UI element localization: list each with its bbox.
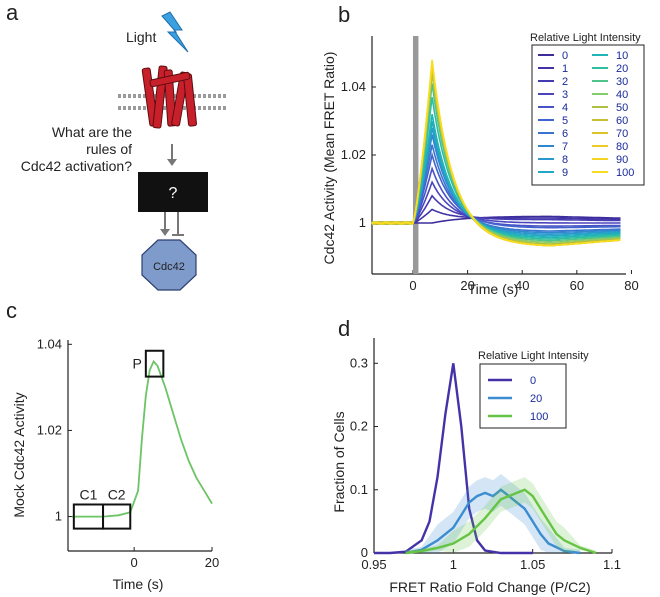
panel-c-y-tick-label: 1 — [55, 509, 62, 524]
panel-d-y-tick-label: 0 — [361, 545, 368, 560]
panel-b-legend-title: Relative Light Intensity — [530, 32, 641, 44]
octagon-icon — [141, 239, 197, 291]
panel-d-legend: 0 20 100 — [488, 375, 548, 423]
panel-letter-a: a — [6, 0, 19, 25]
panel-c-plot: 0 20 1 1.02 1.04 C1 C2 P — [37, 336, 220, 570]
panel-c-window-label: P — [132, 356, 141, 372]
panel-d-legend-box — [479, 363, 567, 429]
panel-letter-b: b — [338, 2, 350, 27]
panel-b-legend-label: 60 — [616, 115, 628, 127]
panel-d-x-tick-label: 1.05 — [520, 557, 545, 572]
panel-b-legend-label: 80 — [616, 141, 628, 153]
panel-d-y-axis-label: Fraction of Cells — [331, 411, 347, 512]
panel-b-series-line — [371, 194, 621, 225]
inhibition-arrow — [172, 212, 184, 236]
panel-c-y-tick-label: 1.04 — [37, 336, 62, 351]
panel-b-legend-label: 0 — [562, 50, 568, 62]
unknown-box-label: ? — [169, 185, 178, 202]
panel-b-legend-label: 1 — [562, 63, 568, 75]
panel-c-x-tick-label: 0 — [131, 555, 138, 570]
panel-b-legend-label: 5 — [562, 115, 568, 127]
panel-c-series-line — [71, 359, 213, 518]
unknown-box — [138, 172, 208, 212]
panel-b-legend-label: 20 — [616, 63, 628, 75]
panel-c-x-axis-label: Time (s) — [113, 576, 164, 592]
panel-d-legend-label: 0 — [530, 375, 536, 387]
panel-c-y-tick-label: 1.02 — [37, 422, 62, 437]
panel-b-y-tick-label: 1.02 — [341, 147, 366, 162]
panel-b-legend-label: 40 — [616, 89, 628, 101]
panel-b-x-tick-label: 60 — [570, 278, 584, 293]
question-line-2: rules of — [86, 141, 132, 157]
panel-b-legend-label: 100 — [616, 167, 634, 179]
panel-b-legend-label: 90 — [616, 154, 628, 166]
panel-d-x-axis-label: FRET Ratio Fold Change (P/C2) — [389, 579, 590, 595]
panel-b-legend-label: 2 — [562, 76, 568, 88]
panel-d-series-band — [405, 477, 597, 553]
panel-d-y-tick-label: 0.1 — [350, 482, 368, 497]
panel-b-y-tick-label: 1 — [359, 215, 366, 230]
panel-b-legend-label: 9 — [562, 167, 568, 179]
panel-c-window-label: C2 — [108, 486, 126, 502]
panel-a: a Light What are the rules of Cdc42 acti… — [6, 0, 228, 291]
panel-b-legend-label: 6 — [562, 128, 568, 140]
panel-b-legend-label: 7 — [562, 141, 568, 153]
panel-d-legend-title: Relative Light Intensity — [478, 350, 589, 362]
panel-letter-d: d — [338, 316, 350, 341]
panel-c-x-tick-label: 20 — [205, 555, 219, 570]
panel-c-window-label: C1 — [79, 486, 97, 502]
panel-letter-c: c — [6, 298, 17, 323]
panel-d-series-band — [405, 474, 581, 553]
panel-b-legend-label: 70 — [616, 128, 628, 140]
panel-d-series-line — [374, 363, 533, 555]
panel-b-x-tick-label: 40 — [515, 278, 529, 293]
question-line-1: What are the — [52, 124, 132, 140]
panel-d-series-line — [405, 488, 597, 555]
panel-d-y-tick-label: 0.3 — [350, 355, 368, 370]
panel-d-legend-label: 100 — [530, 411, 548, 423]
activation-arrow — [160, 212, 170, 236]
panel-b-series-line — [371, 59, 621, 247]
panel-b-legend-label: 50 — [616, 102, 628, 114]
panel-d-plot: 0.95 1 1.05 1.1 0 0.1 0.2 0.3 — [350, 338, 621, 572]
panel-b-y-tick-label: 1.04 — [341, 79, 366, 94]
panel-d-x-tick-label: 0.95 — [361, 557, 386, 572]
cdc42-label: Cdc42 — [153, 261, 185, 273]
panel-d-x-tick-label: 1 — [450, 557, 457, 572]
panel-b-legend-label: 4 — [562, 102, 568, 114]
panel-c: c 0 20 1 1.02 1.04 C1 C2 P Time (s) Mock Cdc42 … — [6, 298, 219, 592]
panel-b-x-tick-label: 80 — [624, 278, 638, 293]
panel-b-legend-label: 10 — [616, 50, 628, 62]
panel-d-legend-label: 20 — [530, 393, 542, 405]
panel-c-window-box-c2 — [102, 503, 132, 530]
panel-d-x-tick-label: 1.1 — [603, 557, 621, 572]
panel-c-window-box-p — [144, 349, 165, 378]
panel-c-y-axis-label: Mock Cdc42 Activity — [11, 392, 27, 517]
panel-b-legend-label: 30 — [616, 76, 628, 88]
light-label: Light — [126, 29, 156, 45]
panel-b-stimulus-bar — [412, 36, 419, 274]
lightning-bolt-icon — [161, 11, 189, 53]
arrow-receptor-to-box — [167, 144, 177, 166]
question-line-3: Cdc42 activation? — [21, 158, 133, 174]
panel-b-y-axis-label: Cdc42 Activity (Mean FRET Ratio) — [321, 52, 337, 265]
panel-b-legend-label: 3 — [562, 89, 568, 101]
panel-b-x-tick-label: 0 — [409, 278, 416, 293]
panel-d: d 0.95 1 1.05 1.1 0 0.1 0.2 0.3 FRET Ratio Fold… — [331, 316, 621, 595]
panel-d-series-line — [405, 488, 581, 555]
panel-d-y-tick-label: 0.2 — [350, 419, 368, 434]
panel-b-x-tick-label: 20 — [460, 278, 474, 293]
membrane-receptor-icon — [141, 65, 197, 129]
panel-b-legend-label: 8 — [562, 154, 568, 166]
panel-b-x-axis-label: Time (s) — [468, 281, 519, 297]
